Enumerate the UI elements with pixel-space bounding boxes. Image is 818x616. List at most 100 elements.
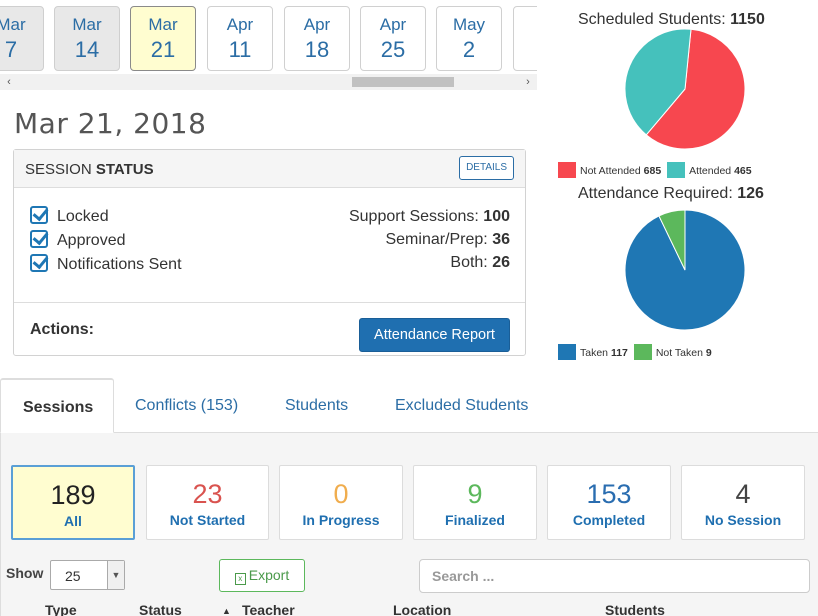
status-card-in-progress[interactable]: 0 In Progress — [279, 465, 403, 540]
date-month: Apr — [379, 15, 407, 34]
tab-students[interactable]: Students — [285, 397, 349, 414]
status-count: 0 — [333, 479, 349, 509]
actions-label: Actions: — [30, 321, 94, 338]
panel-divider — [14, 302, 525, 303]
excel-file-icon: x — [234, 573, 246, 585]
legend-label: Attended — [689, 165, 732, 177]
pie-slice-not-taken — [658, 209, 686, 271]
export-button[interactable]: x Export — [219, 559, 305, 592]
panel-title: SESSION STATUS — [25, 161, 154, 178]
status-count: 153 — [586, 479, 632, 509]
date-cell-mar-7[interactable]: Mar 7 — [0, 6, 44, 71]
session-status-panel: SESSION STATUS DETAILS Locked Approved N… — [13, 149, 526, 356]
date-cell-apr-18[interactable]: Apr 18 — [284, 6, 350, 71]
stat-label: Both: — [450, 254, 488, 271]
scroll-left-icon[interactable]: ‹ — [7, 76, 11, 88]
stat-label: Support Sessions: — [348, 208, 479, 225]
status-label: In Progress — [302, 512, 380, 528]
checkbox-checked-icon — [30, 230, 48, 248]
legend-label: Not Attended — [580, 165, 641, 177]
locked-check: Locked — [30, 206, 109, 228]
date-month: Mar — [148, 15, 178, 34]
date-strip-scrollbar[interactable]: ‹ › — [0, 74, 537, 90]
legend-item-taken: Taken 117 — [558, 344, 628, 360]
column-header-students[interactable]: Students — [605, 602, 665, 616]
legend-item-not-taken: Not Taken 9 — [633, 344, 712, 360]
stat-value: 26 — [492, 254, 510, 271]
status-card-completed[interactable]: 153 Completed — [547, 465, 671, 540]
scheduled-students-pie — [624, 28, 746, 150]
scrollbar-thumb[interactable] — [352, 77, 454, 87]
stat-value: 36 — [492, 231, 510, 248]
legend-value: 465 — [734, 165, 752, 177]
attendance-required-legend: Taken 117 Not Taken 9 — [558, 344, 715, 360]
panel-title-prefix: SESSION — [25, 161, 92, 178]
show-entries-label: Show — [6, 565, 44, 581]
details-button[interactable]: DETAILS — [459, 156, 514, 180]
status-card-no-session[interactable]: 4 No Session — [681, 465, 805, 540]
status-count: 9 — [467, 479, 483, 509]
status-card-finalized[interactable]: 9 Finalized — [413, 465, 537, 540]
legend-label: Taken — [580, 347, 609, 359]
date-cell-may-2[interactable]: May 2 — [436, 6, 502, 71]
date-day: 11 — [228, 37, 252, 62]
date-cell-apr-25[interactable]: Apr 25 — [360, 6, 426, 71]
column-header-status[interactable]: Status — [139, 602, 182, 616]
date-day: 7 — [4, 37, 18, 62]
page-size-select[interactable]: 25 ▼ — [50, 560, 125, 590]
checkbox-checked-icon — [30, 206, 48, 224]
column-header-teacher[interactable]: Teacher — [242, 602, 295, 616]
date-day: 25 — [380, 37, 406, 62]
date-cell-mar-14[interactable]: Mar 14 — [54, 6, 120, 71]
status-count: 189 — [50, 480, 96, 510]
scroll-right-icon[interactable]: › — [526, 76, 530, 88]
date-day: 18 — [304, 37, 330, 62]
chevron-down-icon[interactable]: ▼ — [107, 561, 124, 589]
date-cell-next[interactable]: M — [513, 6, 537, 71]
status-count: 4 — [735, 479, 751, 509]
scheduled-students-legend: Not Attended 685 Attended 465 — [558, 162, 755, 178]
pie-title-label: Scheduled Students: — [578, 11, 726, 28]
legend-swatch — [558, 162, 576, 178]
status-label: All — [64, 513, 82, 529]
date-strip: Mar 7 Mar 14 Mar 21 Apr 11 Apr 18 Apr 25… — [0, 0, 537, 76]
stat-label: Seminar/Prep: — [385, 231, 488, 248]
date-month: Mar — [0, 15, 26, 34]
column-header-type[interactable]: Type — [45, 602, 77, 616]
date-day: 21 — [150, 37, 176, 62]
date-day: 2 — [462, 37, 476, 62]
check-label: Approved — [57, 232, 126, 249]
page-title: Mar 21, 2018 — [14, 107, 207, 140]
status-card-all[interactable]: 189 All — [11, 465, 135, 540]
date-cell-apr-11[interactable]: Apr 11 — [207, 6, 273, 71]
sort-asc-icon[interactable]: ▲ — [222, 606, 231, 616]
legend-item-attended: Attended 465 — [667, 162, 752, 178]
export-label: Export — [248, 567, 290, 583]
both-stat: Both: 26 — [450, 252, 510, 274]
search-input[interactable] — [419, 559, 810, 593]
check-label: Locked — [57, 208, 109, 225]
legend-value: 685 — [643, 165, 662, 177]
status-count: 23 — [192, 479, 223, 509]
scheduled-students-title: Scheduled Students: 1150 — [578, 11, 765, 29]
stat-value: 100 — [483, 208, 510, 225]
pie-slice-not-attended — [645, 28, 746, 150]
checkbox-checked-icon — [30, 254, 48, 272]
page-size-value: 25 — [65, 568, 81, 584]
tab-sessions[interactable]: Sessions — [0, 378, 114, 433]
column-header-location[interactable]: Location — [393, 602, 452, 616]
status-card-not-started[interactable]: 23 Not Started — [146, 465, 269, 540]
date-day: 14 — [74, 37, 100, 62]
attendance-report-button[interactable]: Attendance Report — [359, 318, 510, 352]
date-cell-mar-21[interactable]: Mar 21 — [130, 6, 196, 71]
tab-excluded-students[interactable]: Excluded Students — [395, 397, 529, 414]
tab-conflicts[interactable]: Conflicts (153) — [135, 397, 239, 414]
status-label: Completed — [572, 512, 646, 528]
legend-value: 117 — [610, 347, 628, 359]
support-sessions-stat: Support Sessions: 100 — [349, 206, 510, 228]
date-month: Mar — [72, 15, 102, 34]
legend-swatch — [667, 162, 686, 178]
notifications-sent-check: Notifications Sent — [30, 254, 182, 276]
date-month: Apr — [226, 15, 254, 34]
legend-swatch — [558, 344, 576, 360]
